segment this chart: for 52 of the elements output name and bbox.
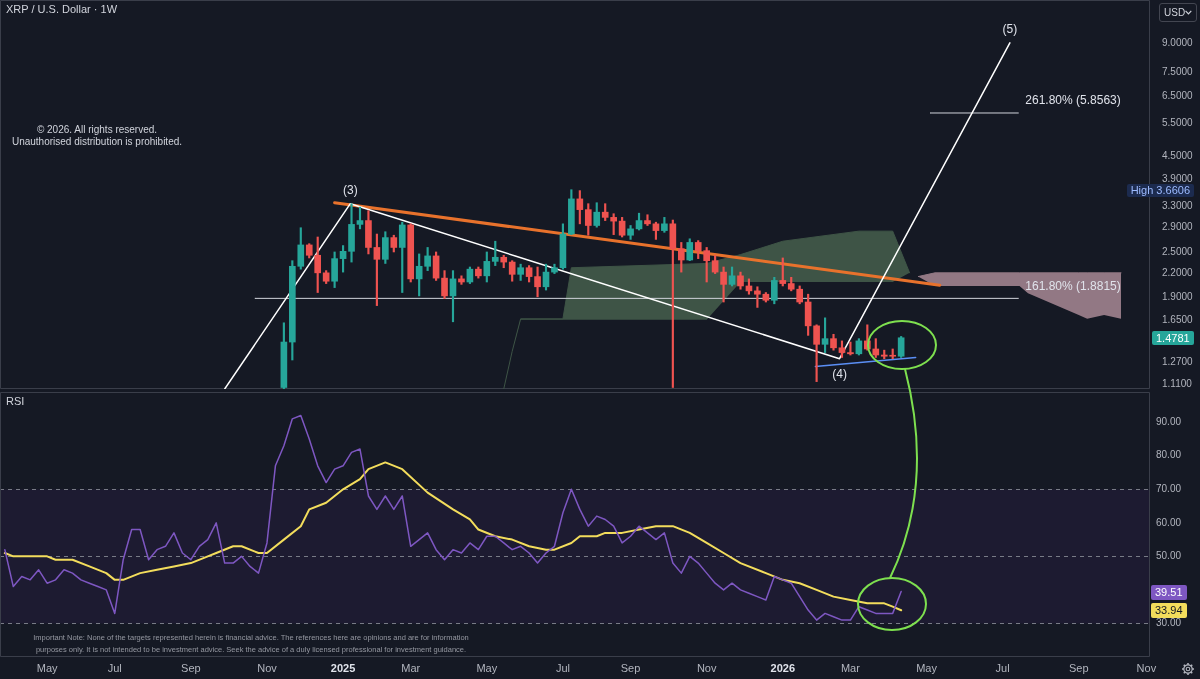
- y-tick-label: 50.00: [1156, 550, 1182, 562]
- annotation: 161.80% (1.8815): [1025, 278, 1121, 293]
- y-tick-label: 5.5000: [1162, 116, 1194, 128]
- y-tick-label: 2.2000: [1162, 266, 1194, 278]
- x-tick-label: Nov: [1136, 661, 1157, 674]
- annotation: (5): [1002, 22, 1018, 37]
- text: 33.94: [1151, 602, 1187, 618]
- y-tick-label: 2.5000: [1162, 245, 1194, 257]
- candlestick: [847, 341, 854, 356]
- text: 1.4781: [1152, 331, 1194, 345]
- x-tick-label: Sep: [1068, 661, 1089, 674]
- y-tick-label: 1.2700: [1162, 356, 1194, 368]
- x-tick-label: Mar: [401, 661, 421, 674]
- x-tick-label: Sep: [181, 661, 201, 674]
- annotation: High 3.6606: [1126, 183, 1194, 197]
- annotation: © 2026. All rights reserved.: [35, 124, 159, 136]
- text: 39.51: [1151, 584, 1187, 600]
- y-tick-label: 3.9000: [1162, 173, 1194, 185]
- y-tick-label: 9.0000: [1162, 36, 1194, 48]
- x-tick-label: Nov: [257, 661, 278, 674]
- candlestick: [644, 214, 651, 226]
- y-tick-label: 7.5000: [1162, 66, 1194, 78]
- x-tick-label: Jul: [555, 661, 570, 674]
- y-tick-label: 30.00: [1156, 617, 1182, 629]
- annotation: Unauthorised distribution is prohibited.: [10, 136, 184, 148]
- y-tick-label: 1.6500: [1162, 313, 1194, 325]
- annotation: 261.80% (5.8563): [1025, 93, 1121, 108]
- y-tick-label: 2.9000: [1162, 221, 1194, 233]
- x-tick-label: May: [36, 661, 58, 674]
- chart-title: XRP / U.S. Dollar · 1W: [6, 3, 118, 16]
- x-tick-label: Nov: [696, 661, 717, 674]
- x-tick-label: Jul: [107, 661, 122, 674]
- x-tick-label: Sep: [620, 661, 641, 674]
- x-tick-label: Mar: [840, 661, 861, 674]
- chart-title: RSI: [6, 395, 25, 408]
- y-tick-label: 1.9000: [1162, 290, 1194, 302]
- x-tick-label: Jul: [995, 661, 1010, 674]
- y-tick-label: 6.5000: [1162, 89, 1194, 101]
- y-tick-label: 3.3000: [1162, 200, 1194, 212]
- y-tick-label: 90.00: [1156, 415, 1182, 427]
- dropdown-button: USD: [1159, 3, 1197, 22]
- y-tick-label: 80.00: [1156, 449, 1182, 461]
- x-tick-label: 2026: [770, 661, 796, 674]
- y-tick-label: 70.00: [1156, 483, 1182, 495]
- y-tick-label: 60.00: [1156, 516, 1182, 528]
- annotation: (3): [342, 183, 358, 198]
- annotation: (4): [832, 367, 847, 382]
- x-tick-label: May: [916, 661, 938, 674]
- x-tick-label: May: [476, 661, 498, 674]
- y-tick-label: 1.1100: [1162, 378, 1193, 390]
- x-tick-label: 2025: [330, 661, 356, 674]
- y-tick-label: 4.5000: [1162, 149, 1194, 161]
